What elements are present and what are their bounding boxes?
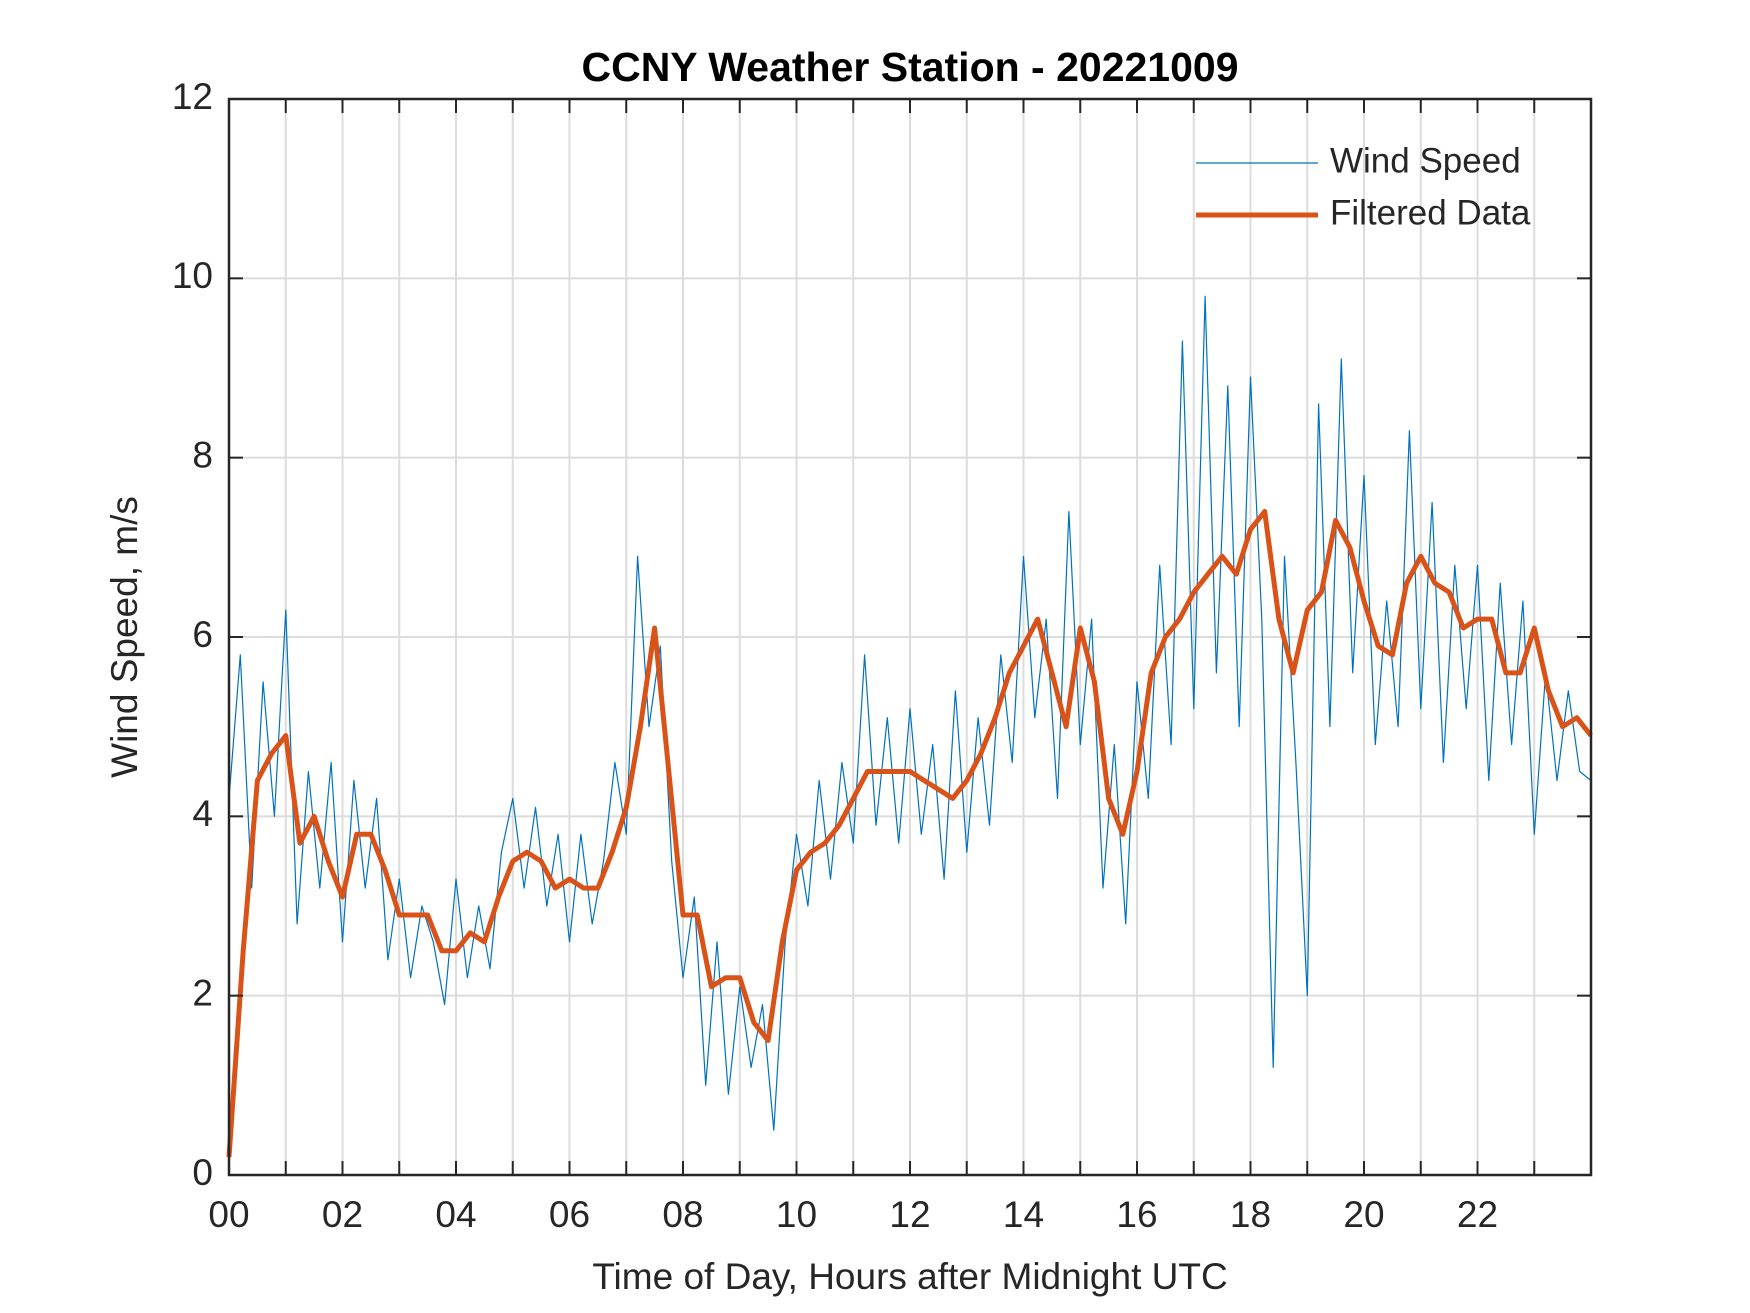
x-tick-label: 20 <box>1343 1194 1384 1235</box>
y-tick-label: 4 <box>192 793 213 834</box>
legend-label: Wind Speed <box>1330 141 1521 180</box>
x-axis-label: Time of Day, Hours after Midnight UTC <box>592 1256 1227 1297</box>
y-tick-label: 10 <box>172 255 213 296</box>
series-line <box>226 509 1593 1158</box>
x-tick-label: 12 <box>889 1194 930 1235</box>
x-tick-label: 08 <box>662 1194 703 1235</box>
x-tick-label: 18 <box>1230 1194 1271 1235</box>
x-tick-label: 00 <box>208 1194 249 1235</box>
legend-label: Filtered Data <box>1330 193 1531 232</box>
x-tick-label: 02 <box>322 1194 363 1235</box>
x-tick-label: 16 <box>1116 1194 1157 1235</box>
y-tick-label: 12 <box>172 76 213 117</box>
x-tick-label: 22 <box>1457 1194 1498 1235</box>
y-axis-label: Wind Speed, m/s <box>104 496 145 778</box>
x-tick-label: 04 <box>435 1194 476 1235</box>
x-tick-label: 06 <box>549 1194 590 1235</box>
chart-title: CCNY Weather Station - 20221009 <box>581 44 1238 90</box>
y-tick-label: 2 <box>192 972 213 1013</box>
y-tick-label: 8 <box>192 434 213 475</box>
y-tick-label: 6 <box>192 614 213 655</box>
y-tick-label: 0 <box>192 1152 213 1193</box>
x-tick-label: 10 <box>776 1194 817 1235</box>
x-tick-label: 14 <box>1003 1194 1044 1235</box>
series-line <box>228 295 1592 1131</box>
